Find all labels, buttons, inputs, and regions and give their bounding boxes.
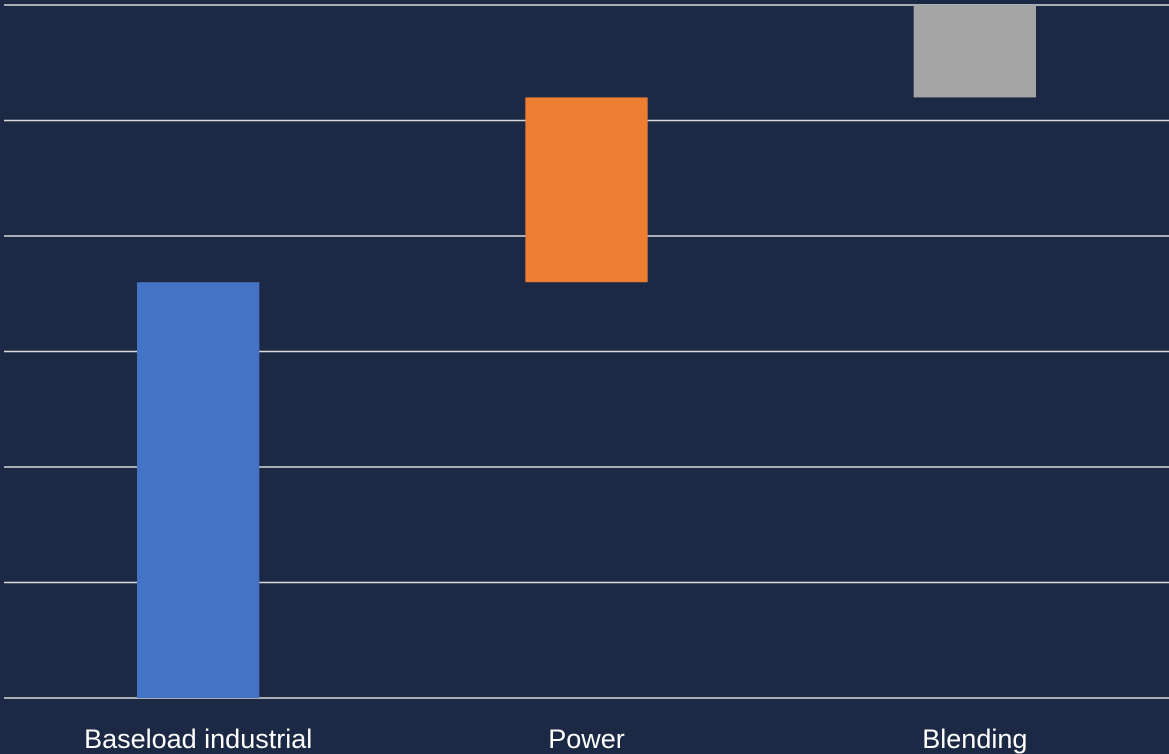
x-tick-label: Baseload industrial: [84, 724, 312, 754]
x-tick-label: Power: [548, 724, 625, 754]
x-axis-labels: Baseload industrial Power Blending: [84, 724, 1027, 754]
bar-power: [525, 97, 648, 283]
bar-baseload-industrial: [137, 282, 260, 698]
bar-blending: [913, 5, 1036, 98]
x-tick-label: Blending: [922, 724, 1027, 754]
bars: [137, 5, 1036, 698]
